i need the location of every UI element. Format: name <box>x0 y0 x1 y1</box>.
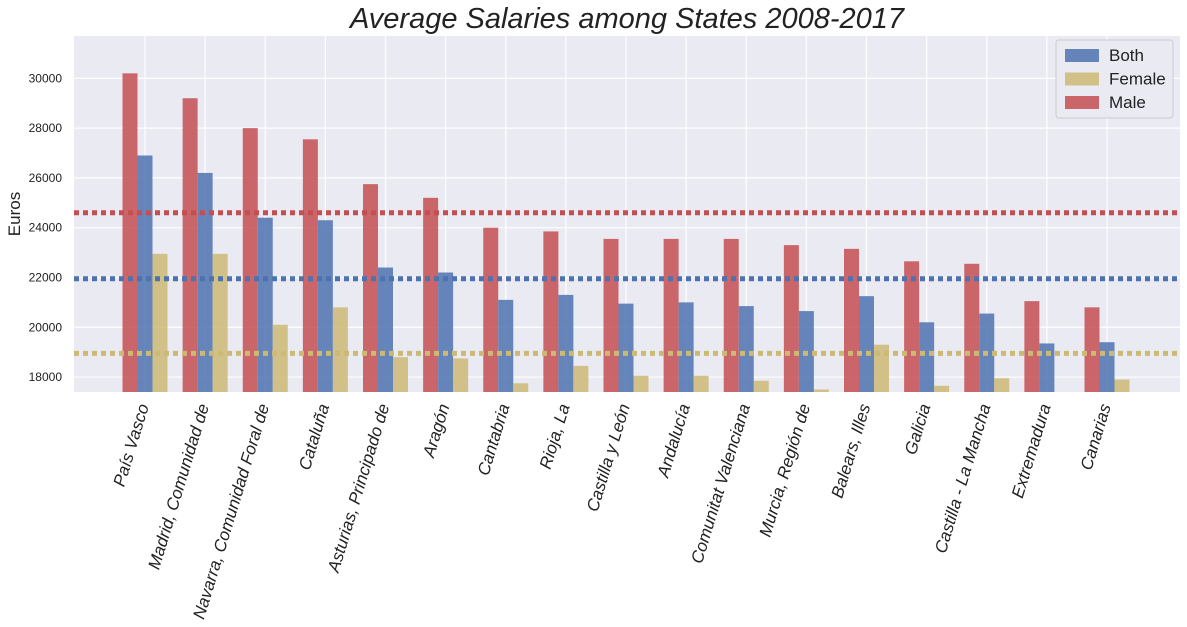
bar-both <box>1099 342 1115 392</box>
bar-male <box>1024 301 1040 392</box>
y-tick-label: 24000 <box>29 221 63 235</box>
bar-male <box>603 238 619 392</box>
x-tick-label: Galicia <box>901 402 934 457</box>
bar-female <box>272 324 288 392</box>
x-tick-label: Andalucía <box>653 402 694 481</box>
bar-female <box>573 365 589 392</box>
bar-male <box>543 231 559 392</box>
legend-swatch-female <box>1065 72 1099 86</box>
legend: Both Female Male <box>1055 39 1174 119</box>
bar-female <box>813 389 829 392</box>
bar-both <box>317 220 333 392</box>
y-tick-label: 18000 <box>29 370 63 384</box>
x-tick-label: Balears, Illes <box>828 401 875 500</box>
bar-male <box>423 197 439 392</box>
bar-both <box>859 296 874 392</box>
bar-male <box>723 238 739 392</box>
legend-swatch-male <box>1065 96 1099 109</box>
bar-male <box>182 98 198 392</box>
bar-both <box>558 294 574 392</box>
bar-both <box>678 302 694 392</box>
bar-female <box>212 253 228 392</box>
bar-female <box>1114 379 1130 392</box>
bar-female <box>453 358 469 392</box>
bar-male <box>363 184 378 392</box>
bar-female <box>874 344 889 392</box>
bar-male <box>1084 307 1100 392</box>
y-tick-label: 22000 <box>29 270 63 284</box>
reference-lines <box>74 210 1180 356</box>
bar-female <box>152 253 168 392</box>
bar-female <box>693 375 709 392</box>
bar-both <box>738 306 754 392</box>
bar-female <box>633 375 649 392</box>
x-tick-label: Murcia, Región de <box>756 402 815 539</box>
y-tick-label: 28000 <box>29 121 63 135</box>
bar-female <box>513 383 529 392</box>
bar-both <box>1039 343 1055 392</box>
legend-label-both: Both <box>1109 46 1144 65</box>
bar-female <box>753 380 769 392</box>
legend-label-female: Female <box>1109 70 1166 89</box>
x-tick-label: Madrid, Comunidad de <box>144 402 212 572</box>
x-tick-label: Castilla - La Mancha <box>931 402 994 556</box>
chart-title: Average Salaries among States 2008-2017 <box>348 3 906 35</box>
bar-male <box>122 73 138 393</box>
bar-male <box>844 248 859 392</box>
bar-both <box>197 172 213 392</box>
y-tick-label: 26000 <box>29 171 63 185</box>
bar-male <box>964 263 980 392</box>
x-tick-label: Cataluña <box>295 402 333 473</box>
bar-both <box>137 155 153 392</box>
bar-both <box>919 322 935 392</box>
bar-female <box>393 357 408 392</box>
bar-male <box>783 245 799 392</box>
x-tick-label: Asturias, Principado de <box>324 402 394 576</box>
bar-male <box>302 139 318 392</box>
bar-both <box>438 272 454 392</box>
bar-both <box>498 299 514 392</box>
bar-male <box>483 227 499 392</box>
x-tick-label: Comunitat Valenciana <box>687 402 754 566</box>
bar-female <box>994 378 1010 392</box>
legend-swatch-both <box>1065 49 1099 62</box>
x-tick-label: Extremadura <box>1008 402 1055 501</box>
x-tick-label: Cantabria <box>474 402 514 478</box>
x-tick-label: Rioja, La <box>536 402 574 472</box>
bar-both <box>257 217 273 392</box>
x-tick-label: Castilla y León <box>583 402 634 514</box>
bar-female <box>332 307 348 392</box>
bar-female <box>934 385 950 392</box>
bar-male <box>242 128 258 393</box>
bar-both <box>618 303 634 392</box>
x-tick-label: País Vasco <box>110 402 153 489</box>
legend-label-male: Male <box>1109 93 1146 112</box>
x-tick-label: Aragón <box>419 402 453 461</box>
y-axis-ticks: 18000 20000 22000 24000 26000 28000 30000 <box>29 71 63 384</box>
bar-male <box>663 238 679 392</box>
y-tick-label: 30000 <box>29 71 63 85</box>
y-axis-label: Euros <box>5 192 24 236</box>
y-tick-label: 20000 <box>29 320 63 334</box>
bar-male <box>904 261 920 392</box>
bar-both <box>378 267 393 392</box>
x-tick-label: Canarias <box>1077 401 1115 472</box>
